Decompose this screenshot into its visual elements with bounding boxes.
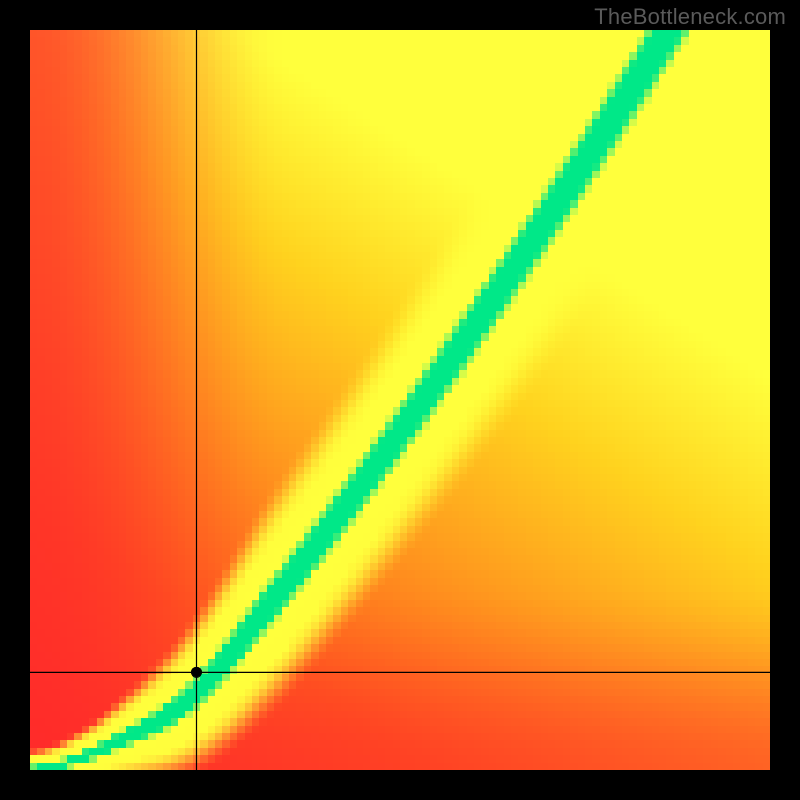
chart-stage: TheBottleneck.com [0, 0, 800, 800]
crosshair-overlay [0, 0, 800, 800]
watermark-label: TheBottleneck.com [594, 4, 786, 30]
